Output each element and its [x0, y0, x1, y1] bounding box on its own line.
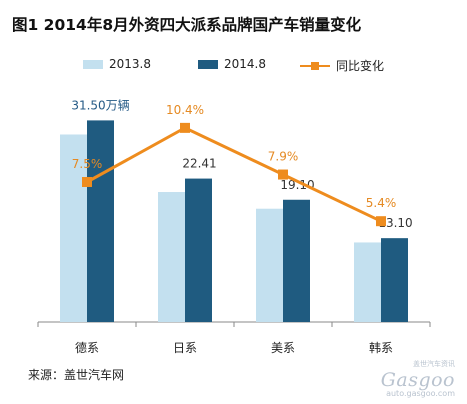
- legend-swatch-growth: [300, 61, 330, 71]
- category-label: 韩系: [369, 340, 393, 355]
- chart-title: 图1 2014年8月外资四大派系品牌国产车销量变化: [12, 16, 362, 34]
- watermark-tag: 盖世汽车资讯: [413, 360, 455, 368]
- growth-label: 10.4%: [166, 103, 204, 117]
- category-label: 美系: [271, 341, 295, 355]
- bar-2014: [87, 120, 114, 323]
- watermark-brand: Gasgoo: [380, 369, 455, 391]
- growth-label: 7.5%: [72, 157, 103, 171]
- bar-2014: [283, 199, 310, 322]
- data-label-2014: 31.50万辆: [71, 98, 129, 112]
- growth-marker: [82, 177, 92, 187]
- legend-item-2014: 2014.8: [198, 57, 266, 71]
- bar-2013: [158, 192, 185, 322]
- legend-swatch-2013: [83, 59, 103, 69]
- bar-2013: [60, 134, 87, 322]
- growth-marker: [278, 169, 288, 180]
- bar-2014: [381, 238, 408, 322]
- data-label-2014: 22.41: [182, 157, 216, 171]
- legend-label-2014: 2014.8: [224, 57, 266, 71]
- growth-marker: [180, 122, 190, 133]
- growth-marker: [376, 216, 386, 227]
- legend-swatch-2014: [198, 59, 218, 69]
- bar-2013: [354, 242, 381, 322]
- category-label: 德系: [75, 340, 99, 355]
- watermark-logo: 盖世汽车资讯 Gasgoo auto.gasgoo.com: [381, 359, 455, 398]
- source-note: 来源：盖世汽车网: [28, 368, 125, 382]
- legend-label-growth: 同比变化: [336, 59, 385, 73]
- legend-item-2013: 2013.8: [83, 57, 151, 71]
- growth-label: 5.4%: [366, 196, 397, 210]
- data-label-2014: 19.10: [280, 178, 314, 192]
- legend-item-growth: 同比变化: [300, 57, 384, 74]
- category-label: 日系: [173, 341, 197, 355]
- growth-line: [86, 126, 382, 223]
- growth-label: 7.9%: [268, 150, 299, 164]
- bar-2014: [185, 178, 212, 322]
- legend-label-2013: 2013.8: [109, 57, 151, 71]
- bar-2013: [256, 208, 283, 322]
- data-label-2014: 13.10: [378, 216, 412, 230]
- chart-legend: 2013.8 2014.8 同比变化: [0, 57, 467, 79]
- watermark-url: auto.gasgoo.com: [386, 389, 455, 398]
